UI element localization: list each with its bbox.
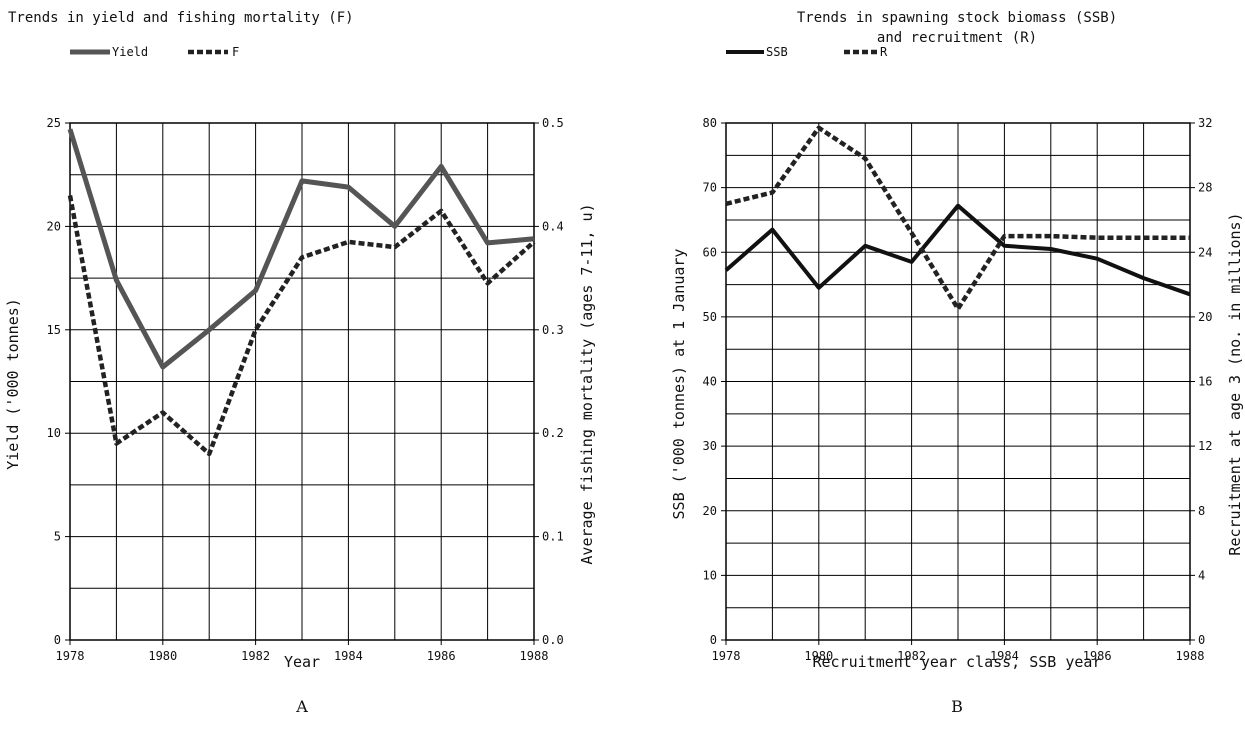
panel-a-y2-tick-label: 0.5 [542,116,564,130]
panel-b-y2-tick-label: 4 [1198,568,1205,582]
panel-b-y2-axis-label: Recruitment at age 3 (no. in millions) [1226,212,1244,555]
panel-b-y-tick-label: 0 [710,633,717,647]
panel-b-x-tick-label: 1978 [712,649,741,663]
panel-b-subtitle: and recruitment (R) [877,30,1037,46]
panel-a-y2-axis-label: Average fishing mortality (ages 7-11, u) [578,203,596,564]
panel-b-y2-tick-label: 16 [1198,375,1212,389]
panel-a-y-tick-label: 5 [54,530,61,544]
panel-b-y-tick-label: 10 [703,568,717,582]
panel-a-y-tick-label: 10 [47,426,61,440]
panel-b-y-tick-label: 70 [703,181,717,195]
chart-marks: 0 5 10 15 20 25 0.0 0.1 0.2 0.3 0.4 0.5 1978 1980 1982… [47,49,1212,663]
panel-a: Trends in yield and fishing mortality (F… [4,10,596,716]
panel-b-y-tick-label: 80 [703,116,717,130]
panel-a-series-line-f [67,194,536,457]
panel-b-letter: B [951,697,963,716]
panel-a-y-tick-label: 15 [47,323,61,337]
panel-a-y-tick-label: 0 [54,633,61,647]
panel-a-y2-tick-label: 0.1 [542,530,564,544]
panel-a-legend-label-yield: Yield [112,45,148,59]
panel-b-y2-tick-label: 8 [1198,504,1205,518]
panel-b-y-tick-label: 20 [703,504,717,518]
panel-a-y-axis-label: Yield ('000 tonnes) [4,298,22,470]
panel-b-x-tick-label: 1984 [990,649,1019,663]
panel-b-x-tick-label: 1986 [1083,649,1112,663]
panel-b-x-tick-label: 1988 [1176,649,1205,663]
panel-a-x-tick-label: 1984 [334,649,363,663]
panel-b-x-tick-label: 1980 [804,649,833,663]
panel-b-y2-tick-label: 0 [1198,633,1205,647]
panel-b-y2-tick-label: 32 [1198,116,1212,130]
panel-a-plot-frame [69,122,535,641]
panel-a-y2-tick-label: 0.0 [542,633,564,647]
panel-a-title: Trends in yield and fishing mortality (F… [8,10,354,26]
panel-b-y2-tick-label: 28 [1198,181,1212,195]
panel-a-x-tick-label: 1988 [520,649,549,663]
panel-a-x-axis-label: Year [284,653,320,671]
panel-a-y2-tick-label: 0.2 [542,426,564,440]
panel-a-y-tick-label: 25 [47,116,61,130]
panel-b-series-line-r [725,125,1190,312]
panel-b-x-axis-label: Recruitment year class, SSB year [813,653,1102,671]
panel-b-y2-tick-label: 24 [1198,245,1212,259]
panel-a-series-line-yield [67,128,535,370]
panel-b-legend-label-r: R [880,45,888,59]
panel-b-y-axis-label: SSB ('000 tonnes) at 1 January [670,249,688,520]
panel-a-legend-label-f: F [232,45,239,59]
panel-b-y-tick-label: 60 [703,245,717,259]
panel-a-y-tick-label: 20 [47,219,61,233]
panel-b-y-tick-label: 30 [703,439,717,453]
panel-a-x-tick-label: 1982 [241,649,270,663]
panel-a-letter: A [295,697,308,716]
panel-b-y-tick-label: 40 [703,375,717,389]
panel-a-x-tick-label: 1978 [56,649,85,663]
panel-b-legend-label-ssb: SSB [766,45,788,59]
panel-a-y2-tick-label: 0.3 [542,323,564,337]
panel-b-title: Trends in spawning stock biomass (SSB) [797,10,1117,26]
panel-b-y-tick-label: 50 [703,310,717,324]
panel-b-y2-tick-label: 20 [1198,310,1212,324]
panel-b-series-line-ssb [724,203,1191,297]
panel-a-y2-tick-label: 0.4 [542,219,564,233]
panel-a-x-tick-label: 1980 [148,649,177,663]
panel-b: Trends in spawning stock biomass (SSB) a… [670,10,1244,716]
panel-a-x-tick-label: 1986 [427,649,456,663]
panel-b-y2-tick-label: 12 [1198,439,1212,453]
panel-b-x-tick-label: 1982 [897,649,926,663]
